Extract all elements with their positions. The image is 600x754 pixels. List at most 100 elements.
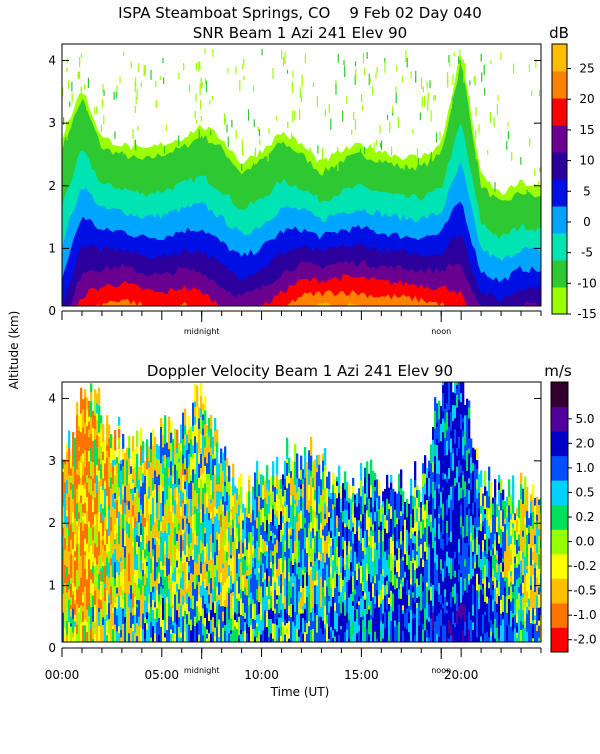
velocity-cell: [492, 568, 495, 574]
velocity-cell: [160, 586, 163, 595]
velocity-cell: [496, 558, 499, 564]
velocity-cell: [266, 483, 269, 490]
velocity-cell: [314, 516, 317, 536]
velocity-cell: [70, 616, 73, 624]
velocity-cell: [410, 478, 413, 496]
velocity-cell: [350, 586, 353, 591]
velocity-cell: [472, 539, 475, 549]
velocity-cell: [402, 630, 405, 642]
velocity-cell: [222, 605, 225, 612]
velocity-cell: [214, 516, 217, 521]
velocity-cell: [214, 537, 217, 553]
velocity-cell: [310, 455, 313, 471]
velocity-cell: [466, 444, 469, 451]
velocity-cell: [400, 583, 403, 599]
velocity-cell: [166, 460, 169, 474]
velocity-cell: [364, 626, 367, 642]
velocity-cell: [140, 612, 143, 628]
velocity-cell: [152, 575, 155, 587]
velocity-cell: [84, 415, 87, 423]
velocity-cell: [122, 568, 125, 584]
velocity-cell: [150, 536, 153, 555]
velocity-cell: [246, 632, 249, 642]
velocity-cell: [112, 553, 115, 565]
velocity-cell: [410, 604, 413, 610]
velocity-cell: [464, 475, 467, 482]
velocity-cell: [296, 477, 299, 493]
velocity-cell: [262, 507, 265, 523]
snr-speckle: [396, 65, 398, 72]
velocity-cell: [156, 566, 159, 579]
velocity-cell: [440, 423, 443, 430]
velocity-cell: [152, 599, 155, 610]
velocity-cell: [500, 509, 503, 522]
velocity-cell: [512, 526, 515, 538]
velocity-cell: [278, 552, 281, 559]
velocity-cell: [388, 633, 391, 642]
velocity-cell: [286, 600, 289, 614]
velocity-cell: [450, 561, 453, 580]
snr-speckle: [223, 113, 226, 125]
velocity-cell: [362, 581, 365, 591]
velocity-cell: [118, 428, 121, 438]
velocity-cell: [172, 465, 175, 478]
velocity-cell: [394, 491, 397, 510]
velocity-cell: [466, 470, 469, 477]
velocity-cell: [226, 540, 229, 552]
velocity-cell: [94, 438, 97, 454]
velocity-cell: [136, 453, 139, 468]
velocity-cell: [408, 611, 411, 624]
velocity-cell: [128, 606, 131, 619]
velocity-cell: [90, 460, 93, 476]
velocity-cell: [96, 474, 99, 493]
velocity-cell: [354, 620, 357, 635]
velocity-cell: [518, 517, 521, 535]
velocity-cell: [316, 455, 319, 468]
velocity-cell: [290, 477, 293, 496]
velocity-cell: [86, 578, 89, 598]
velocity-cell: [464, 604, 467, 622]
velocity-cell: [298, 636, 301, 642]
velocity-cell: [504, 523, 507, 542]
velocity-cell: [362, 486, 365, 502]
velocity-cell: [438, 593, 441, 603]
velocity-cell: [62, 630, 65, 642]
velocity-cell: [360, 561, 363, 566]
velocity-cell: [130, 612, 133, 628]
velocity-xtick-label: 15:00: [344, 668, 379, 682]
velocity-cell: [318, 568, 321, 585]
velocity-cell: [186, 430, 189, 435]
velocity-cell: [498, 509, 501, 527]
velocity-cell: [438, 480, 441, 485]
velocity-cell: [416, 521, 419, 535]
velocity-cell: [190, 594, 193, 599]
velocity-cell: [446, 514, 449, 521]
velocity-cell: [88, 585, 91, 594]
velocity-cell: [538, 568, 541, 584]
velocity-cell: [456, 551, 459, 560]
velocity-cell: [228, 575, 231, 584]
velocity-cell: [236, 503, 239, 514]
snr-speckle: [353, 111, 355, 120]
velocity-cell: [204, 465, 207, 484]
x-axis-label: Time (UT): [270, 685, 330, 699]
velocity-cell: [382, 575, 385, 585]
snr-speckle: [406, 57, 408, 68]
velocity-cell: [98, 387, 101, 406]
velocity-cell: [262, 581, 265, 598]
velocity-cell: [482, 614, 485, 620]
velocity-cell: [390, 489, 393, 507]
velocity-cell: [294, 444, 297, 462]
velocity-cell: [182, 570, 185, 590]
velocity-cell: [266, 519, 269, 534]
velocity-cell: [260, 634, 263, 642]
velocity-cell: [186, 497, 189, 504]
velocity-cell: [490, 577, 493, 586]
velocity-cell: [502, 558, 505, 563]
velocity-cell: [184, 618, 187, 632]
velocity-cell: [440, 609, 443, 626]
velocity-cell: [494, 479, 497, 498]
velocity-cell: [178, 461, 181, 479]
velocity-cell: [484, 578, 487, 588]
velocity-cell: [258, 510, 261, 519]
